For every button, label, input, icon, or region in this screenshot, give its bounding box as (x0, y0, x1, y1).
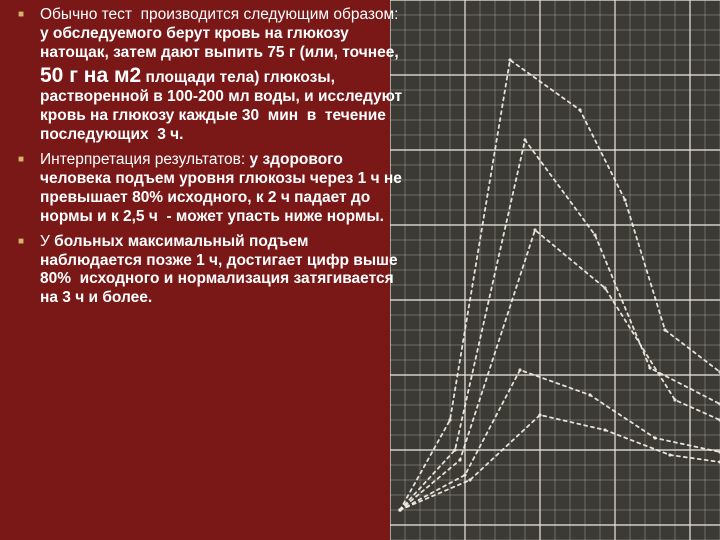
bullet-list: Обычно тест производится следующим образ… (18, 6, 408, 308)
text-column: Обычно тест производится следующим образ… (18, 6, 408, 314)
graph-background (390, 0, 720, 540)
bullet-text: Обычно тест производится следующим образ… (40, 6, 408, 145)
bullet-item: Обычно тест производится следующим образ… (18, 6, 408, 145)
bullet-item: Интерпретация результатов: у здорового ч… (18, 151, 408, 227)
bullet-text: У больных максимальный подъем наблюдаетс… (40, 233, 408, 309)
bullet-item: У больных максимальный подъем наблюдаетс… (18, 233, 408, 309)
bullet-text: Интерпретация результатов: у здорового ч… (40, 151, 408, 227)
